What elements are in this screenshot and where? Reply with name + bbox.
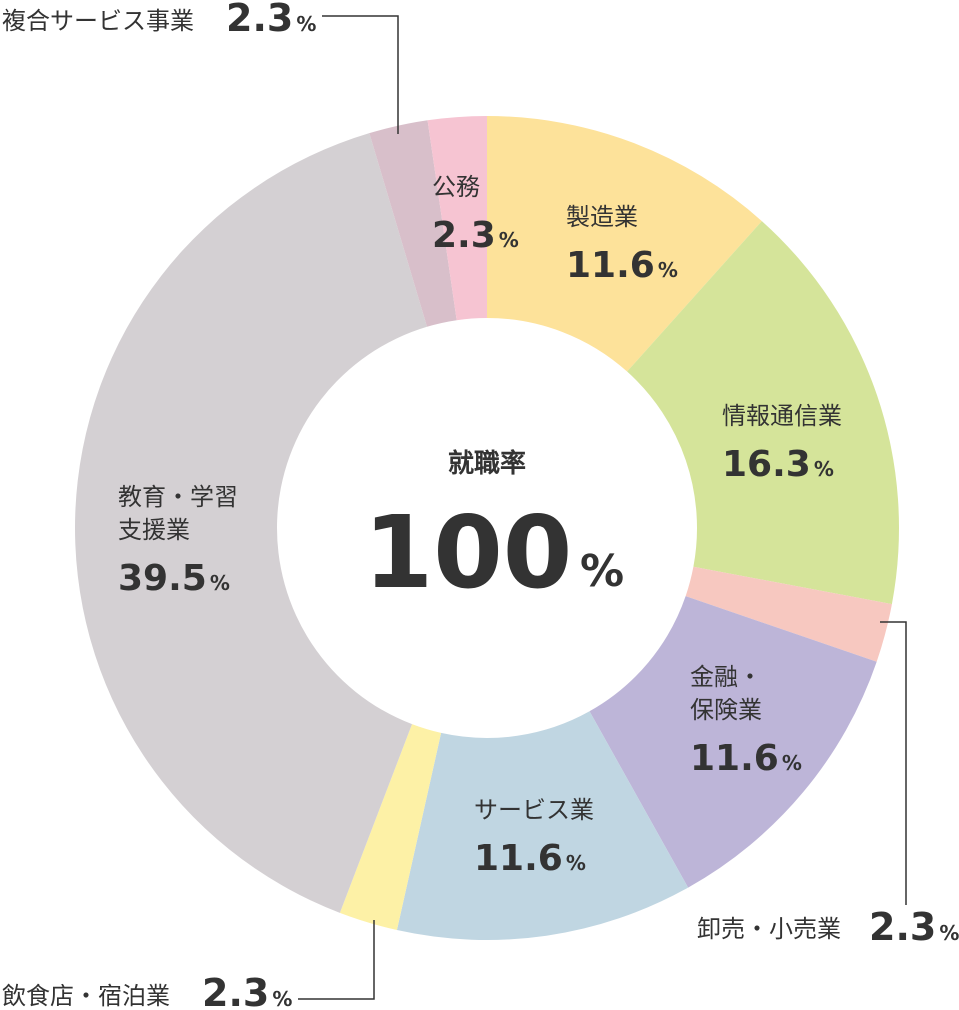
slice-8 <box>427 116 487 321</box>
slice-6 <box>75 133 428 913</box>
slice-2-value: 2.3% <box>869 905 959 949</box>
slice-5-value: 2.3% <box>202 971 292 1010</box>
slice-2 <box>685 566 892 662</box>
slice-0 <box>487 116 762 372</box>
slice-3-name-1: 保険業 <box>690 696 762 724</box>
slice-7 <box>369 120 457 327</box>
slice-0-name-0: 製造業 <box>566 203 638 231</box>
slice-8-value: 2.3% <box>432 215 519 256</box>
slice-4 <box>396 711 689 941</box>
slice-5-leader <box>298 920 375 1000</box>
center-value: 100 <box>364 494 573 611</box>
slice-5 <box>339 724 442 931</box>
slice-1-name-0: 情報通信業 <box>722 402 842 430</box>
slice-7-value: 2.3% <box>226 0 316 40</box>
slice-8-name-0: 公務 <box>432 173 480 201</box>
center-title: 就職率 <box>448 448 526 479</box>
slice-2-name: 卸売・小売業 <box>697 915 841 943</box>
slice-0-value: 11.6% <box>566 245 678 286</box>
slice-5-name: 飲食店・宿泊業 <box>2 982 170 1010</box>
slice-7-name: 複合サービス事業 <box>2 7 194 35</box>
slice-3-name-0: 金融・ <box>690 663 762 691</box>
slice-7-leader <box>322 15 399 134</box>
slice-6-name-0: 教育・学習 <box>118 483 238 511</box>
slice-4-name-0: サービス業 <box>474 796 594 824</box>
slice-3 <box>589 596 877 888</box>
slice-2-leader <box>880 621 907 905</box>
slice-1 <box>627 221 899 605</box>
center-unit: % <box>580 546 624 597</box>
slice-6-name-1: 支援業 <box>118 516 190 544</box>
slice-3-value: 11.6% <box>690 738 802 779</box>
slice-1-value: 16.3% <box>722 444 834 485</box>
slice-4-value: 11.6% <box>474 838 586 879</box>
slice-6-value: 39.5% <box>118 558 230 599</box>
